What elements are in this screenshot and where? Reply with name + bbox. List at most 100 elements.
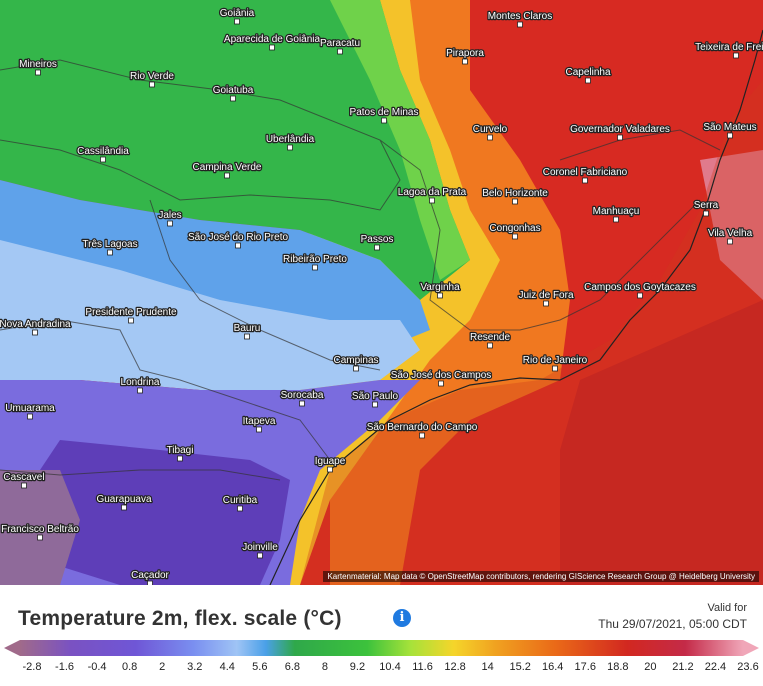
city-label[interactable]: Serra xyxy=(692,199,719,213)
city-label[interactable]: Caçador xyxy=(130,569,171,583)
city-label[interactable]: Resende xyxy=(469,331,512,345)
city-label[interactable]: Campinas xyxy=(332,354,380,368)
city-marker[interactable] xyxy=(21,482,27,489)
city-marker[interactable] xyxy=(299,400,305,407)
city-label[interactable]: Belo Horizonte xyxy=(481,187,550,201)
city-marker[interactable] xyxy=(419,432,425,439)
city-marker[interactable] xyxy=(372,401,378,408)
city-marker[interactable] xyxy=(552,365,558,372)
city-label[interactable]: Nova Andradina xyxy=(0,318,72,332)
city-label[interactable]: Tibagi xyxy=(165,444,194,458)
city-marker[interactable] xyxy=(107,249,113,256)
city-label[interactable]: Jales xyxy=(157,209,183,223)
city-label[interactable]: Vila Velha xyxy=(707,227,754,241)
city-label[interactable]: São Mateus xyxy=(702,121,758,135)
city-label[interactable]: São José do Rio Preto xyxy=(187,231,290,245)
city-marker[interactable] xyxy=(287,144,293,151)
city-label[interactable]: São Paulo xyxy=(351,390,400,404)
city-marker[interactable] xyxy=(617,134,623,141)
city-marker[interactable] xyxy=(167,220,173,227)
city-marker[interactable] xyxy=(37,534,43,541)
city-label[interactable]: Umuarama xyxy=(4,402,56,416)
city-marker[interactable] xyxy=(35,69,41,76)
city-marker[interactable] xyxy=(237,505,243,512)
city-label[interactable]: Pirapora xyxy=(445,47,486,61)
city-marker[interactable] xyxy=(462,58,468,65)
city-label[interactable]: Passos xyxy=(359,233,394,247)
map-attribution[interactable]: Kartenmaterial: Map data © OpenStreetMap… xyxy=(323,571,759,582)
city-marker[interactable] xyxy=(613,216,619,223)
city-label[interactable]: Juiz de Fora xyxy=(517,289,575,303)
city-marker[interactable] xyxy=(337,48,343,55)
city-marker[interactable] xyxy=(147,580,153,585)
city-label[interactable]: Francisco Beltrão xyxy=(0,523,81,537)
city-marker[interactable] xyxy=(121,504,127,511)
city-label[interactable]: Congonhas xyxy=(488,222,542,236)
city-marker[interactable] xyxy=(437,292,443,299)
city-marker[interactable] xyxy=(543,300,549,307)
city-marker[interactable] xyxy=(32,329,38,336)
city-label[interactable]: Joinville xyxy=(241,541,280,555)
city-label[interactable]: Mineiros xyxy=(18,58,58,72)
city-marker[interactable] xyxy=(224,172,230,179)
city-label[interactable]: Teixeira de Freitas xyxy=(694,41,763,55)
city-label[interactable]: São José dos Campos xyxy=(389,369,492,383)
city-label[interactable]: Curvelo xyxy=(471,123,508,137)
city-marker[interactable] xyxy=(257,552,263,559)
city-label[interactable]: Presidente Prudente xyxy=(84,306,178,320)
city-marker[interactable] xyxy=(27,413,33,420)
city-label[interactable]: Varginha xyxy=(419,281,461,295)
info-icon[interactable]: i xyxy=(393,609,411,627)
city-label[interactable]: Iguape xyxy=(313,455,347,469)
city-marker[interactable] xyxy=(438,380,444,387)
city-marker[interactable] xyxy=(727,132,733,139)
city-marker[interactable] xyxy=(100,156,106,163)
city-label[interactable]: Sorocaba xyxy=(279,389,325,403)
city-label[interactable]: Aparecida de Goiânia xyxy=(223,33,322,47)
city-label[interactable]: Montes Claros xyxy=(486,10,553,24)
city-marker[interactable] xyxy=(582,177,588,184)
city-marker[interactable] xyxy=(585,77,591,84)
city-marker[interactable] xyxy=(353,365,359,372)
city-marker[interactable] xyxy=(512,198,518,205)
city-label[interactable]: Goiatuba xyxy=(211,84,255,98)
city-marker[interactable] xyxy=(312,264,318,271)
city-marker[interactable] xyxy=(487,342,493,349)
city-marker[interactable] xyxy=(177,455,183,462)
city-marker[interactable] xyxy=(244,333,250,340)
city-label[interactable]: Londrina xyxy=(119,376,161,390)
city-label[interactable]: Ribeirão Preto xyxy=(282,253,349,267)
city-marker[interactable] xyxy=(487,134,493,141)
city-label[interactable]: Campos dos Goytacazes xyxy=(583,281,697,295)
city-label[interactable]: Bauru xyxy=(232,322,261,336)
city-label[interactable]: Goiânia xyxy=(218,7,256,21)
city-marker[interactable] xyxy=(256,426,262,433)
city-label[interactable]: Capelinha xyxy=(564,66,612,80)
city-marker[interactable] xyxy=(727,238,733,245)
city-label[interactable]: Coronel Fabriciano xyxy=(541,166,629,180)
city-marker[interactable] xyxy=(149,81,155,88)
city-marker[interactable] xyxy=(517,21,523,28)
city-label[interactable]: Itapeva xyxy=(241,415,277,429)
city-label[interactable]: Rio Verde xyxy=(129,70,176,84)
city-marker[interactable] xyxy=(429,197,435,204)
city-label[interactable]: Cascavel xyxy=(2,471,46,485)
city-marker[interactable] xyxy=(733,52,739,59)
city-label[interactable]: Patos de Minas xyxy=(348,106,420,120)
city-marker[interactable] xyxy=(374,244,380,251)
city-label[interactable]: Paracatu xyxy=(319,37,362,51)
city-marker[interactable] xyxy=(703,210,709,217)
city-label[interactable]: Cassilândia xyxy=(76,145,131,159)
city-label[interactable]: Manhuaçu xyxy=(591,205,640,219)
city-label[interactable]: Três Lagoas xyxy=(81,238,139,252)
city-label[interactable]: Campina Verde xyxy=(191,161,263,175)
city-label[interactable]: Governador Valadares xyxy=(569,123,671,137)
city-marker[interactable] xyxy=(128,317,134,324)
city-marker[interactable] xyxy=(327,466,333,473)
city-label[interactable]: Uberlândia xyxy=(265,133,316,147)
city-label[interactable]: Rio de Janeiro xyxy=(521,354,589,368)
city-label[interactable]: São Bernardo do Campo xyxy=(365,421,479,435)
city-label[interactable]: Lagoa da Prata xyxy=(397,186,468,200)
city-label[interactable]: Guarapuava xyxy=(95,493,153,507)
city-label[interactable]: Curitiba xyxy=(221,494,258,508)
